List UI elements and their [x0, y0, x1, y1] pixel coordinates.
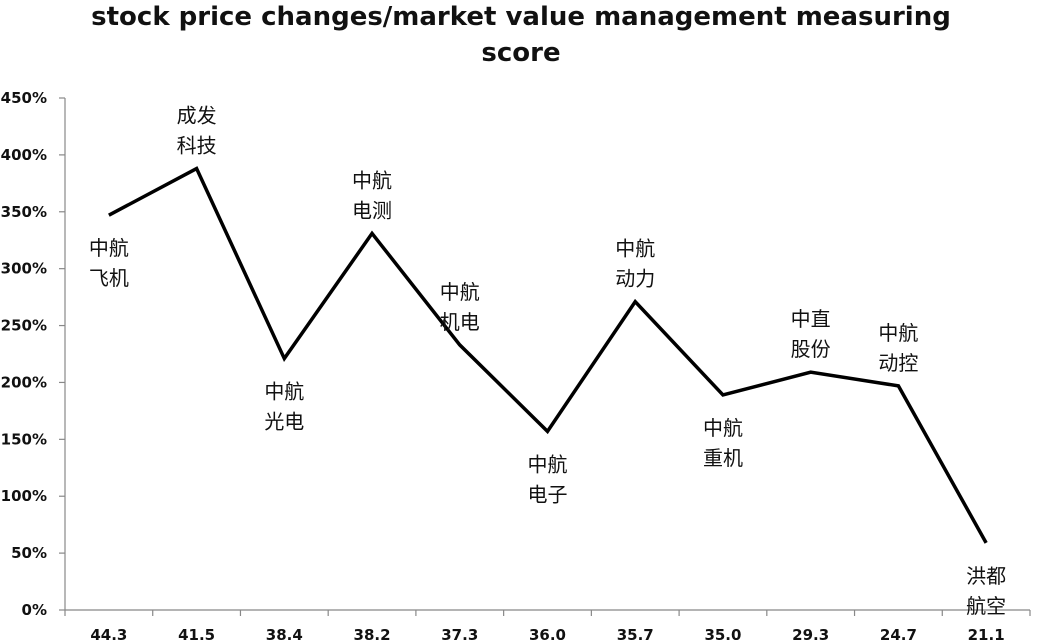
y-tick-label: 350% [1, 203, 47, 221]
x-tick-label: 36.0 [529, 626, 566, 643]
data-label: 中航电测 [352, 168, 392, 222]
x-tick-label: 38.2 [354, 626, 391, 643]
data-label: 中直股份 [791, 307, 831, 361]
y-tick-label: 200% [1, 373, 47, 391]
y-tick-label: 250% [1, 317, 47, 335]
data-label: 中航动力 [615, 237, 655, 291]
y-tick-label: 400% [1, 146, 47, 164]
x-tick-label: 29.3 [792, 626, 829, 643]
x-tick-label: 44.3 [90, 626, 127, 643]
y-tick-label: 300% [1, 260, 47, 278]
x-tick-label: 24.7 [880, 626, 917, 643]
x-tick-label: 35.0 [704, 626, 741, 643]
x-tick-label: 41.5 [178, 626, 215, 643]
chart-title-line-2: score [481, 38, 561, 68]
chart-title-line-1: stock price changes/market value managem… [91, 2, 951, 32]
y-tick-label: 100% [1, 487, 47, 505]
y-tick-label: 150% [1, 430, 47, 448]
y-tick-label: 0% [22, 601, 47, 619]
x-tick-label: 38.4 [266, 626, 303, 643]
data-label: 洪都航空 [966, 564, 1006, 618]
data-label: 中航动控 [878, 321, 918, 375]
data-label: 中航机电 [440, 280, 480, 334]
x-tick-label: 21.1 [968, 626, 1005, 643]
series-line [108, 166, 988, 544]
data-label: 中航光电 [264, 380, 304, 434]
data-label: 成发科技 [177, 104, 217, 158]
x-tick-label: 37.3 [441, 626, 478, 643]
x-tick-label: 35.7 [617, 626, 654, 643]
data-label: 中航电子 [528, 452, 568, 506]
data-label: 中航重机 [703, 416, 743, 470]
data-label: 中航飞机 [89, 236, 129, 290]
y-tick-label: 50% [11, 544, 47, 562]
y-tick-label: 450% [1, 89, 47, 107]
